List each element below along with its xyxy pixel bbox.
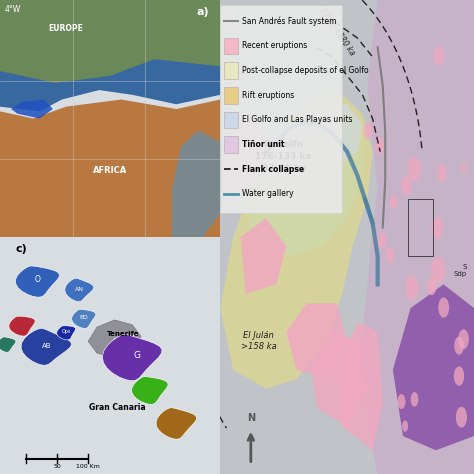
Text: 50: 50	[54, 464, 61, 469]
Text: El Golfo
176-133 ka
87-39 ka: El Golfo 176-133 ka 87-39 ka	[255, 140, 312, 173]
Circle shape	[454, 337, 464, 355]
Circle shape	[437, 164, 447, 182]
Text: 4°W: 4°W	[4, 5, 21, 14]
Polygon shape	[220, 0, 474, 474]
Text: Flank collapse: Flank collapse	[242, 165, 304, 173]
Text: c): c)	[16, 244, 27, 254]
Text: Post-collapse deposits of el Golfo: Post-collapse deposits of el Golfo	[242, 66, 369, 75]
Polygon shape	[65, 278, 94, 301]
Text: Tenerife: Tenerife	[107, 331, 140, 337]
Text: N: N	[247, 413, 255, 423]
Text: El Julán
>158 ka: El Julán >158 ka	[241, 331, 276, 351]
Polygon shape	[286, 303, 347, 379]
Polygon shape	[0, 337, 16, 352]
Polygon shape	[102, 335, 162, 381]
Polygon shape	[0, 100, 220, 237]
Polygon shape	[0, 0, 220, 83]
Circle shape	[427, 277, 437, 295]
Circle shape	[401, 176, 411, 196]
Circle shape	[454, 366, 464, 386]
Text: ED: ED	[79, 315, 88, 320]
Text: AFRICA: AFRICA	[93, 166, 128, 175]
Text: Water gallery: Water gallery	[242, 190, 293, 198]
Bar	[220, 5, 342, 213]
Bar	[224, 137, 238, 153]
Circle shape	[402, 420, 408, 432]
Circle shape	[390, 195, 397, 209]
Text: O: O	[35, 275, 40, 284]
Bar	[224, 87, 238, 104]
Circle shape	[434, 46, 444, 65]
Polygon shape	[57, 326, 75, 340]
Text: Ops: Ops	[62, 329, 71, 334]
Circle shape	[431, 217, 443, 239]
Polygon shape	[220, 114, 266, 199]
Circle shape	[378, 232, 387, 249]
Text: EUROPE: EUROPE	[49, 24, 83, 33]
Circle shape	[461, 163, 467, 173]
Polygon shape	[360, 0, 474, 474]
Polygon shape	[337, 322, 383, 450]
Circle shape	[408, 157, 421, 182]
Bar	[224, 38, 238, 55]
Text: Recent eruptions: Recent eruptions	[242, 42, 307, 50]
Polygon shape	[88, 320, 141, 358]
Text: Gran Canaria: Gran Canaria	[89, 403, 145, 412]
Polygon shape	[172, 130, 220, 237]
Circle shape	[458, 329, 469, 349]
Text: AB: AB	[42, 343, 51, 349]
Circle shape	[405, 275, 419, 301]
Polygon shape	[0, 0, 220, 111]
Text: El Golfo and Las Playas units: El Golfo and Las Playas units	[242, 116, 353, 124]
Text: S
Sdp: S Sdp	[453, 264, 466, 277]
Text: Tiñor, <880 ka: Tiñor, <880 ka	[318, 6, 357, 57]
Polygon shape	[156, 408, 197, 439]
Polygon shape	[246, 104, 363, 256]
Text: San Andrés Fault system: San Andrés Fault system	[242, 17, 337, 26]
Circle shape	[397, 394, 405, 409]
Polygon shape	[21, 328, 72, 365]
Text: AN: AN	[75, 287, 84, 292]
Text: Rift eruptions: Rift eruptions	[242, 91, 294, 100]
Circle shape	[431, 256, 446, 283]
Text: a): a)	[197, 7, 210, 17]
Text: Tiñor unit: Tiñor unit	[242, 140, 284, 149]
Circle shape	[386, 247, 394, 263]
Polygon shape	[241, 218, 286, 294]
Polygon shape	[132, 377, 168, 404]
Text: G: G	[133, 351, 140, 360]
Polygon shape	[220, 95, 373, 389]
Polygon shape	[9, 316, 35, 336]
Bar	[408, 199, 433, 256]
Circle shape	[410, 392, 419, 407]
Bar	[224, 62, 238, 79]
Bar	[224, 111, 238, 128]
Polygon shape	[220, 104, 363, 199]
Text: 100 Km: 100 Km	[76, 464, 100, 469]
Circle shape	[375, 137, 384, 155]
Polygon shape	[72, 310, 96, 328]
Polygon shape	[393, 284, 474, 450]
Polygon shape	[312, 332, 367, 427]
Circle shape	[456, 407, 467, 428]
Polygon shape	[11, 100, 53, 118]
Polygon shape	[16, 266, 60, 297]
Circle shape	[364, 122, 373, 140]
Circle shape	[438, 297, 449, 318]
